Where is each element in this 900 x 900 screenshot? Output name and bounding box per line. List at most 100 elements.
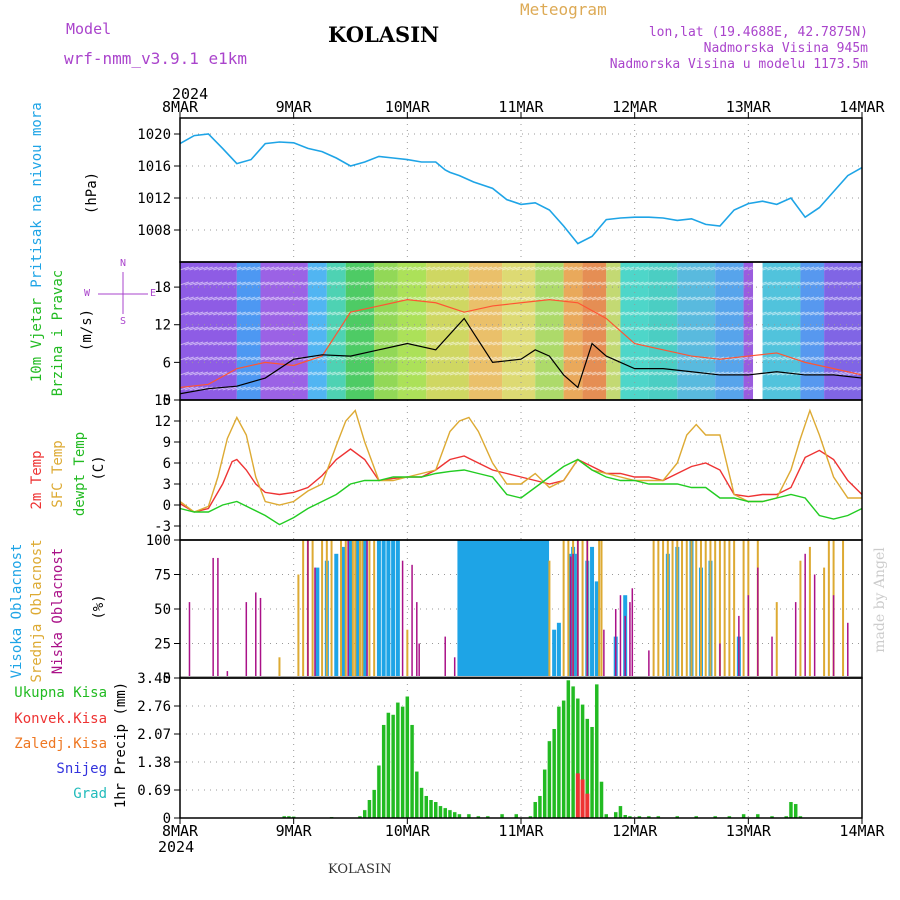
wind-barb: [317, 386, 327, 391]
wind-barb: [383, 371, 393, 376]
wind-barb: [511, 281, 521, 286]
wind-barb: [355, 386, 365, 391]
wind-band: [606, 262, 621, 400]
precip-total-bar: [556, 706, 562, 819]
wind-barb: [265, 356, 275, 361]
wind-barb: [482, 386, 493, 391]
wind-barb: [317, 281, 327, 286]
wind-barb: [231, 386, 242, 391]
wind-barb: [771, 326, 782, 331]
wind-barb: [553, 326, 564, 331]
wind-barb: [733, 341, 744, 346]
elevation-label: Nadmorska Visina 945m: [703, 41, 868, 56]
wind-barb: [733, 326, 744, 331]
wind-barb: [454, 311, 464, 316]
wind-barb: [653, 341, 663, 346]
wind-barb: [691, 341, 701, 346]
wind-barb: [383, 341, 393, 346]
wind-barb: [312, 386, 322, 391]
cloud-ytick-label: 0: [163, 671, 171, 687]
wind-barb: [445, 326, 455, 331]
wind-barb: [558, 371, 569, 376]
precip-total-bar: [381, 724, 386, 819]
wind-barb: [440, 281, 450, 286]
wind-barb: [374, 266, 384, 271]
footer-station: KOLASIN: [328, 862, 392, 877]
cloud-high-bar: [528, 540, 533, 678]
cloud-high-bar: [573, 553, 578, 678]
wind-barb: [194, 341, 204, 346]
wind-barb: [454, 281, 464, 286]
cloud-low-bar: [255, 592, 257, 678]
wind-barb: [847, 341, 857, 346]
wind-barb: [198, 311, 209, 316]
wind-barb: [430, 326, 441, 331]
wind-barb: [710, 311, 720, 316]
wind-barb: [587, 296, 597, 301]
precip-panel: 0 0.69 1.38 2.07 2.76 3.45: [137, 671, 862, 827]
wind-barb: [757, 281, 767, 286]
wind-barb: [771, 296, 782, 301]
wind-barb: [591, 356, 602, 361]
wind-barb: [582, 371, 592, 376]
wind-barb: [648, 356, 659, 361]
cloud-mid-bar: [671, 540, 674, 678]
wind-barb: [435, 341, 445, 346]
wind-barb: [359, 311, 370, 316]
wind-barb: [236, 326, 246, 331]
wind-barb: [648, 281, 659, 286]
wind-barb: [625, 371, 635, 376]
wind-barb: [572, 311, 583, 316]
wind-barb: [553, 356, 564, 361]
cloud-mid-bar: [728, 540, 731, 678]
wind-barb: [776, 356, 786, 361]
wind-barb: [482, 326, 493, 331]
wind-barb: [274, 266, 284, 271]
wind-barb: [416, 266, 426, 271]
wind-band: [582, 262, 607, 400]
wind-barb: [298, 371, 308, 376]
wind-barb: [449, 371, 460, 376]
cloud-high-bar: [476, 540, 481, 678]
cloud-high-bar: [466, 540, 471, 678]
wind-barb: [274, 281, 284, 286]
cloud-mid-bar: [321, 540, 324, 678]
cloud-low-bar: [603, 629, 605, 678]
wind-barb: [715, 266, 725, 271]
cloud-low-bar: [401, 560, 404, 678]
wind-barb: [497, 341, 507, 346]
wind-barb: [828, 281, 839, 286]
wind-barb: [369, 326, 379, 331]
cloud-high-bar: [355, 540, 360, 678]
wind-barb: [525, 281, 535, 286]
wind-barb: [421, 311, 431, 316]
wind-barb: [634, 281, 644, 286]
wind-barb: [260, 266, 270, 271]
wind-barb: [392, 356, 403, 361]
wind-barb: [809, 296, 820, 301]
wind-barb: [194, 386, 204, 391]
wind-barb: [212, 266, 223, 271]
wind-barb: [321, 341, 332, 346]
wind-barb: [302, 296, 313, 301]
wind-barb: [179, 371, 190, 376]
wind-barb: [397, 296, 408, 301]
wind-barb: [776, 341, 786, 346]
wind-barb: [388, 371, 398, 376]
wind-barb: [435, 296, 445, 301]
wind-barb: [345, 356, 355, 361]
wind-barb: [501, 281, 512, 286]
wind-barb: [312, 371, 322, 376]
wind-barb: [842, 311, 853, 316]
wind-barb: [539, 356, 550, 361]
precip-total-bar: [570, 685, 576, 819]
wind-barb: [601, 281, 611, 286]
wind-barb: [179, 266, 190, 271]
wind-barb: [350, 266, 360, 271]
cloud-high-bar: [469, 540, 474, 678]
wind-barb: [814, 296, 824, 301]
wind-barb: [307, 341, 318, 346]
wind-barb: [208, 266, 218, 271]
wind-barb: [208, 356, 218, 361]
cloud-mid-bar: [361, 540, 364, 678]
